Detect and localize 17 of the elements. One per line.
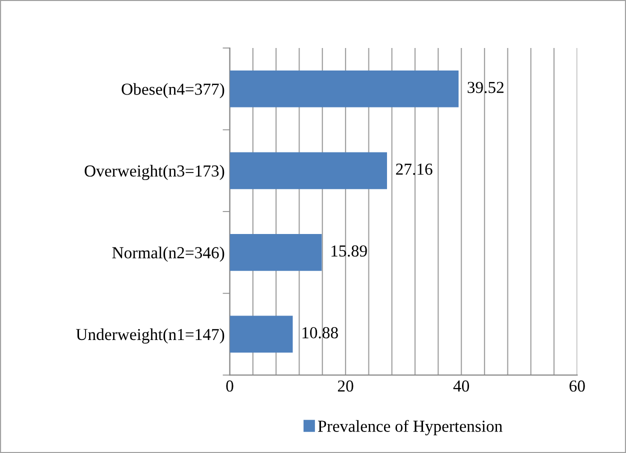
x-tick-label: 20 — [338, 380, 354, 392]
y-tick-label: Underweight(n1=147) — [76, 328, 224, 344]
y-tick-label: Obese(n4=377) — [122, 83, 224, 98]
bar — [230, 316, 293, 353]
data-label: 27.16 — [396, 164, 432, 175]
bar — [230, 234, 322, 271]
x-tick-label: 40 — [453, 380, 470, 392]
x-tick-label: 0 — [226, 380, 234, 392]
bar — [230, 70, 459, 108]
data-label: 15.89 — [332, 245, 367, 257]
data-label: 10.88 — [302, 327, 338, 338]
x-tick-label: 60 — [570, 380, 585, 392]
y-tick-label: Normal(n2=346) — [112, 246, 224, 262]
bar — [230, 152, 388, 190]
y-tick-label: Overweight(n3=173) — [84, 164, 224, 180]
legend-label: Prevalence of Hypertension — [318, 420, 502, 436]
data-label: 39.52 — [468, 82, 504, 94]
